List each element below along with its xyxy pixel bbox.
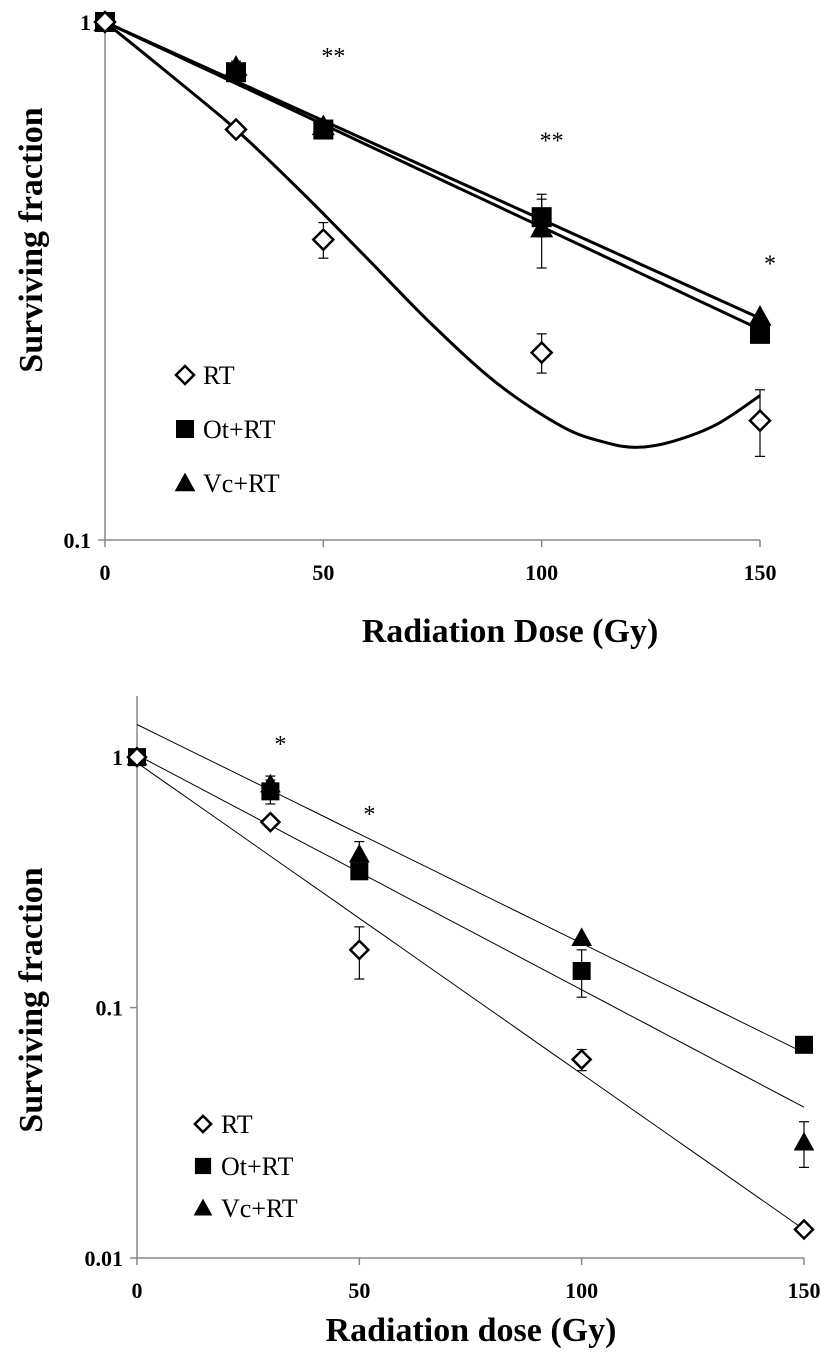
point-rt [748, 408, 772, 433]
x-axis-title: Radiation dose (Gy) [326, 1312, 617, 1349]
x-tick-label: 100 [565, 1278, 598, 1303]
legend-marker-rt [193, 1114, 213, 1134]
point-rt [224, 117, 248, 142]
x-axis-title: Radiation Dose (Gy) [362, 613, 659, 650]
y-tick-label: 0.01 [85, 1246, 124, 1271]
fit-line-ot-rt [104, 20, 761, 331]
significance-label: ** [234, 0, 258, 13]
point-rt [348, 939, 371, 961]
point-ot-rt [313, 119, 334, 140]
y-tick-label: 1 [112, 745, 123, 770]
x-tick-label: 0 [132, 1278, 143, 1303]
y-tick-label: 1 [80, 10, 91, 35]
x-tick-label: 50 [348, 1278, 370, 1303]
point-vc-rt [793, 1131, 815, 1151]
point-rt [126, 746, 148, 768]
legend-label-ot-rt: Ot+RT [221, 1152, 293, 1181]
point-rt [93, 10, 117, 34]
x-tick-label: 50 [312, 560, 334, 585]
point-ot-rt [531, 207, 552, 228]
point-ot-rt [795, 1035, 813, 1054]
y-axis-title: Surviving fraction [13, 867, 50, 1132]
x-tick-label: 150 [744, 560, 777, 585]
fit-line-vc-rt [136, 754, 805, 1108]
point-rt [311, 227, 336, 252]
point-vc-rt [348, 843, 370, 863]
point-rt [570, 1048, 593, 1071]
point-ot-rt [750, 323, 770, 344]
legend-marker-rt [174, 364, 196, 386]
chart-top: 0 50 100 150 0.1 1 Radiation Dose (Gy) Survivin… [13, 0, 777, 650]
legend-marker-ot-rt [194, 1157, 212, 1175]
significance-label: ** [321, 44, 345, 70]
legend-label-vc-rt: Vc+RT [203, 469, 280, 498]
point-rt [793, 1218, 815, 1241]
significance-label: ** [540, 128, 564, 154]
legend-marker-vc-rt [174, 472, 196, 492]
y-axis-title: Surviving fraction [13, 107, 50, 372]
legend-label-vc-rt: Vc+RT [221, 1194, 298, 1223]
point-rt [259, 811, 282, 833]
legend-marker-ot-rt [176, 420, 194, 438]
y-tick-label: 0.1 [96, 996, 124, 1021]
chart-bottom: 0 50 100 150 0.01 0.1 1 Radiation dose (Gy) Surv… [13, 696, 821, 1349]
legend-marker-vc-rt [193, 1198, 213, 1216]
x-tick-label: 150 [788, 1278, 821, 1303]
point-ot-rt [572, 961, 591, 980]
x-tick-label: 100 [525, 560, 558, 585]
point-ot-rt [261, 782, 280, 801]
point-vc-rt [748, 305, 772, 326]
fit-line-rt [136, 762, 805, 1230]
legend-label-rt: RT [203, 361, 235, 390]
fit-line-vc-rt [104, 20, 761, 320]
x-tick-label: 0 [100, 560, 111, 585]
point-vc-rt [571, 927, 593, 947]
significance-label: * [363, 802, 375, 828]
legend-label-ot-rt: Ot+RT [203, 415, 275, 444]
point-ot-rt [226, 62, 246, 83]
significance-label: * [274, 732, 286, 758]
point-ot-rt [350, 862, 369, 881]
significance-label: * [764, 251, 776, 277]
legend-label-rt: RT [221, 1110, 253, 1139]
y-tick-label: 0.1 [64, 528, 92, 553]
fit-line-ot-rt [136, 724, 805, 1054]
point-rt [529, 340, 554, 365]
